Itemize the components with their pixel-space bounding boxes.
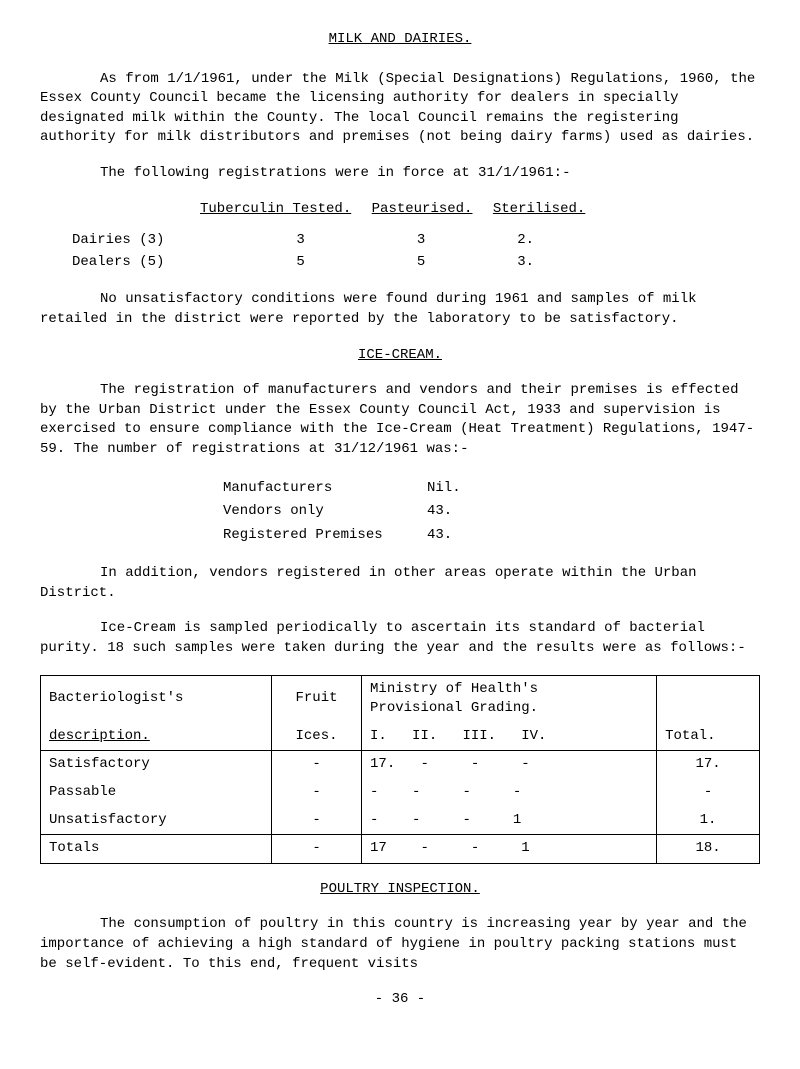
header-bact: Bacteriologist's (41, 675, 272, 723)
row-fruit: - (272, 779, 362, 807)
manufacturer-list: Manufacturers Nil. Vendors only 43. Regi… (220, 476, 464, 549)
reg-val: 2. (457, 231, 564, 251)
row-total: 17. (657, 751, 760, 779)
header-pasteurised: Pasteurised. (372, 201, 473, 217)
row-grade: - - - 1 (362, 807, 657, 835)
registration-table: Dairies (3) 3 3 2. Dealers (5) 5 5 3. (70, 229, 566, 274)
paragraph-1: As from 1/1/1961, under the Milk (Specia… (40, 70, 760, 148)
row-label: Unsatisfactory (41, 807, 272, 835)
row-grade: - - - - (362, 779, 657, 807)
section-icecream: ICE-CREAM. (40, 346, 760, 366)
mfr-label: Manufacturers (222, 478, 424, 500)
table-row: Unsatisfactory - - - - 1 1. (41, 807, 760, 835)
paragraph-2: The following registrations were in forc… (40, 164, 760, 184)
mfr-val: 43. (426, 525, 462, 547)
table-row: Satisfactory - 17. - - - 17. (41, 751, 760, 779)
page-number: - 36 - (40, 990, 760, 1010)
header-ministry: Ministry of Health's Provisional Grading… (362, 675, 657, 723)
paragraph-6: Ice-Cream is sampled periodically to asc… (40, 619, 760, 658)
reg-label: Dealers (5) (72, 253, 194, 273)
totals-fruit: - (272, 835, 362, 864)
header-sterilised: Sterilised. (493, 201, 585, 217)
row-fruit: - (272, 807, 362, 835)
row-total: 1. (657, 807, 760, 835)
row-fruit: - (272, 751, 362, 779)
table-header-row: Bacteriologist's Fruit Ministry of Healt… (41, 675, 760, 723)
table-row: Dairies (3) 3 3 2. (72, 231, 564, 251)
table-row: Vendors only 43. (222, 501, 462, 523)
reg-val: 3 (337, 231, 455, 251)
row-label: Satisfactory (41, 751, 272, 779)
paragraph-4: The registration of manufacturers and ve… (40, 381, 760, 459)
totals-label: Totals (41, 835, 272, 864)
table-row: Dealers (5) 5 5 3. (72, 253, 564, 273)
header-cols: I. II. III. IV. (362, 723, 657, 751)
table-row: Manufacturers Nil. (222, 478, 462, 500)
reg-val: 5 (337, 253, 455, 273)
paragraph-3: No unsatisfactory conditions were found … (40, 290, 760, 329)
mfr-label: Registered Premises (222, 525, 424, 547)
section-poultry: POULTRY INSPECTION. (40, 880, 760, 900)
reg-val: 3. (457, 253, 564, 273)
table-header-row2: description. Ices. I. II. III. IV. Total… (41, 723, 760, 751)
reg-val: 5 (196, 253, 334, 273)
header-tuberculin: Tuberculin Tested. (200, 201, 351, 217)
reg-val: 3 (196, 231, 334, 251)
page-title: MILK AND DAIRIES. (40, 30, 760, 50)
paragraph-5: In addition, vendors registered in other… (40, 564, 760, 603)
mfr-label: Vendors only (222, 501, 424, 523)
totals-total: 18. (657, 835, 760, 864)
results-table: Bacteriologist's Fruit Ministry of Healt… (40, 675, 760, 864)
totals-grade: 17 - - 1 (362, 835, 657, 864)
header-ices: Ices. (272, 723, 362, 751)
row-grade: 17. - - - (362, 751, 657, 779)
registration-headers: Tuberculin Tested. Pasteurised. Sterilis… (40, 200, 760, 220)
table-row: Passable - - - - - - (41, 779, 760, 807)
table-row: Registered Premises 43. (222, 525, 462, 547)
mfr-val: 43. (426, 501, 462, 523)
mfr-val: Nil. (426, 478, 462, 500)
header-fruit: Fruit (272, 675, 362, 723)
paragraph-7: The consumption of poultry in this count… (40, 915, 760, 974)
reg-label: Dairies (3) (72, 231, 194, 251)
table-totals-row: Totals - 17 - - 1 18. (41, 835, 760, 864)
row-label: Passable (41, 779, 272, 807)
header-desc: description. (41, 723, 272, 751)
row-total: - (657, 779, 760, 807)
header-total: Total. (657, 723, 760, 751)
header-total-blank (657, 675, 760, 723)
